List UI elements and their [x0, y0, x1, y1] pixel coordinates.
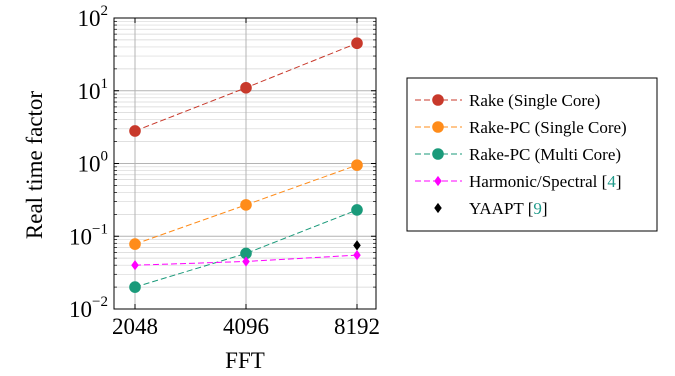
data-point	[351, 204, 363, 216]
y-axis-label: Real time factor	[22, 91, 47, 239]
legend-marker	[432, 121, 444, 133]
series-layer	[129, 37, 363, 293]
legend-marker	[434, 202, 442, 214]
data-point	[129, 281, 141, 293]
data-point	[353, 250, 361, 261]
x-tick-label: 4096	[223, 314, 269, 339]
legend-box	[406, 77, 658, 232]
data-point	[129, 238, 141, 250]
legend-label: Rake-PC (Multi Core)	[469, 145, 621, 164]
x-axis-label: FFT	[225, 348, 265, 373]
legend-label: YAAPT [9]	[469, 199, 548, 218]
y-tick-label: 102	[78, 3, 109, 31]
series-line	[134, 209, 358, 288]
legend-marker	[432, 94, 444, 106]
y-tick-label: 10−2	[69, 294, 108, 322]
legend-label: Rake-PC (Single Core)	[469, 118, 627, 137]
legend-label: Harmonic/Spectral [4]	[469, 172, 621, 191]
data-point	[351, 37, 363, 50]
x-tick-label: 8192	[334, 314, 380, 339]
y-tick-label: 101	[78, 76, 109, 104]
axes: 10−2 10−1 100 101 102 2048 4096 8192	[69, 3, 380, 339]
legend-label: Rake (Single Core)	[469, 91, 600, 110]
data-point	[240, 199, 252, 211]
data-point	[240, 81, 252, 94]
y-tick-label: 100	[78, 149, 109, 177]
data-point	[129, 125, 141, 137]
data-point	[131, 260, 139, 271]
grid	[114, 17, 376, 310]
data-point	[242, 256, 250, 267]
x-tick-label: 2048	[112, 314, 158, 339]
legend-marker	[434, 175, 442, 187]
data-point	[351, 159, 363, 171]
legend: Rake (Single Core) Rake-PC (Single Core) R…	[406, 77, 658, 232]
y-tick-label: 10−1	[69, 221, 108, 249]
legend-marker	[432, 148, 444, 160]
data-point	[353, 240, 361, 251]
